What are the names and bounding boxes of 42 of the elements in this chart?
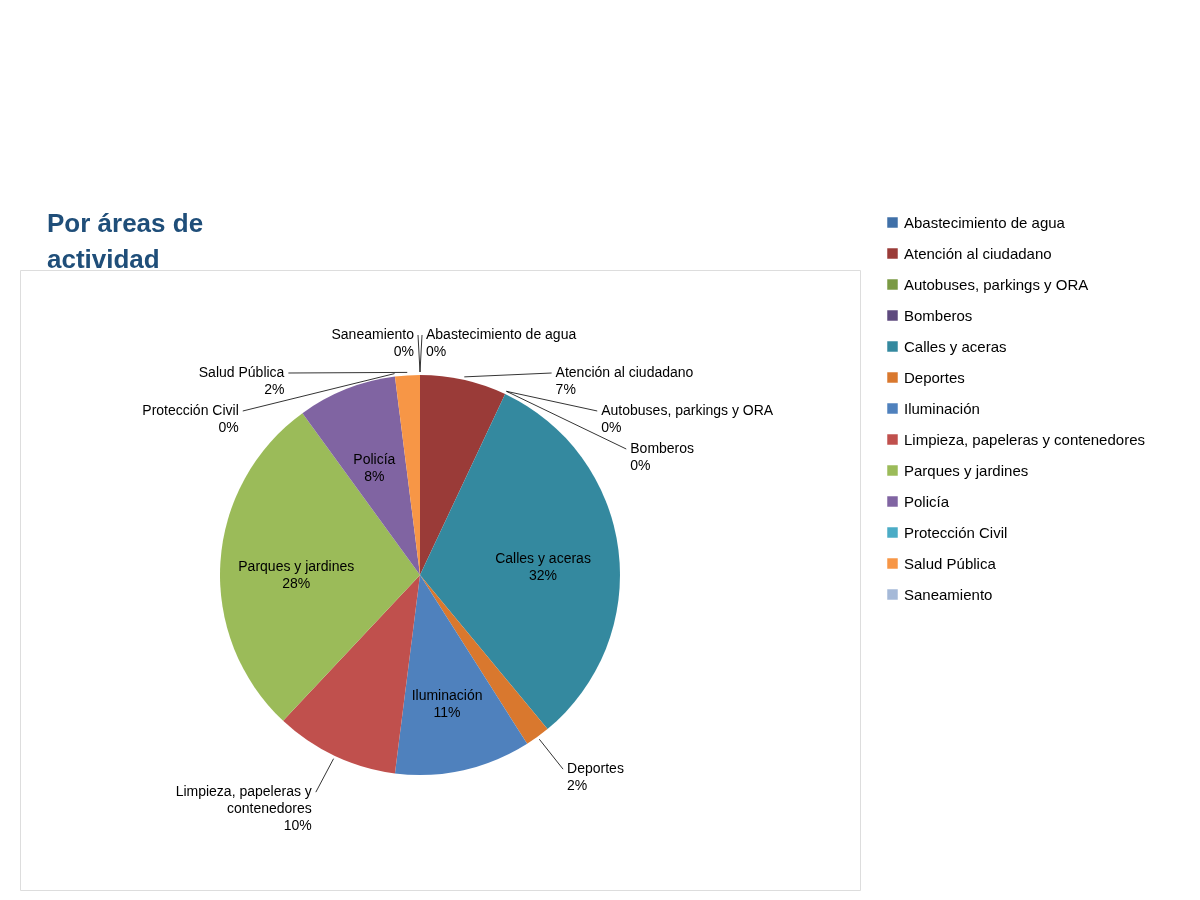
slice-label: Parques y jardines	[238, 558, 355, 575]
slice-label: Limpieza, papeleras y contenedores	[175, 783, 312, 817]
legend-label: Atención al ciudadano	[904, 244, 1052, 262]
text: 0%	[393, 343, 414, 359]
category-label: Abastecimiento de agua	[426, 326, 577, 342]
legend-label: Protección Civil	[904, 523, 1008, 541]
data-label: 32%	[529, 567, 558, 584]
data-label: 7%	[555, 381, 576, 397]
pie-slice	[302, 376, 420, 575]
data-label: 10%	[283, 817, 312, 834]
legend-label: Policía	[904, 492, 950, 510]
text: 0%	[601, 419, 622, 435]
legend-label: Abastecimiento de agua	[904, 213, 1066, 231]
chart-title: Por áreas de actividad	[47, 208, 204, 274]
legend-label: Bomberos	[904, 306, 973, 324]
slice-label: Deportes	[567, 760, 624, 777]
legend-label: Autobuses, parkings y ORA	[904, 275, 1089, 293]
text: 0%	[426, 343, 447, 359]
data-label: 2%	[264, 381, 285, 397]
slice-label: Policía	[353, 450, 396, 467]
text: 0%	[218, 419, 239, 435]
legend-label: Salud Pública	[904, 554, 997, 572]
legend-label: Limpieza, papeleras y contenedores	[904, 430, 1145, 448]
category-label: Bomberos	[630, 440, 695, 456]
legend-label: Calles y aceras	[904, 337, 1007, 355]
pie-slice	[394, 575, 528, 775]
category-label: Saneamiento	[331, 326, 414, 342]
legend-label: Saneamiento	[904, 585, 993, 603]
legend-label: Parques y jardines	[904, 461, 1029, 479]
text: 0%	[630, 457, 651, 473]
slice-label: Iluminación	[411, 687, 483, 704]
data-label: 28%	[282, 575, 311, 592]
data-label: 8%	[364, 467, 385, 484]
slice-label: Calles y aceras	[495, 550, 591, 567]
data-label: 11%	[433, 704, 461, 721]
legend-label: Iluminación	[904, 399, 980, 417]
category-label: Autobuses, parkings y ORA	[601, 402, 774, 418]
slice-label: Atención al ciudadano	[555, 364, 694, 380]
category-label: Protección Civil	[142, 402, 239, 418]
legend-label: Deportes	[904, 368, 965, 386]
data-label: 2%	[567, 777, 588, 794]
slice-label: Salud Pública	[198, 364, 285, 380]
